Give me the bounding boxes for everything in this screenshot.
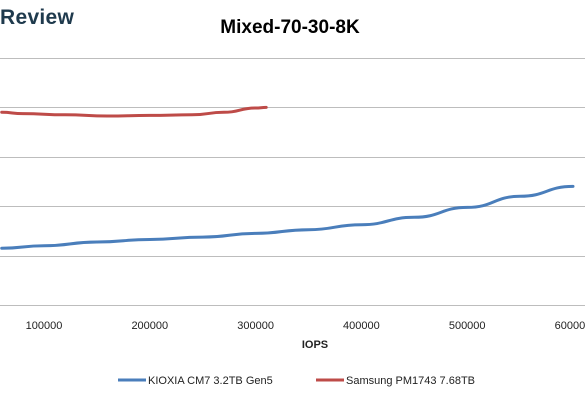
series-line-1 [0,105,268,118]
x-tick-label: 300000 [237,320,274,332]
chart-title: Mixed-70-30-8K [220,17,360,38]
series-lines [0,105,575,250]
series-line-0 [0,184,575,250]
x-tick-label: 400000 [343,320,380,332]
brand-logo-text: Review [0,6,75,29]
legend-label-0: KIOXIA CM7 3.2TB Gen5 [148,375,273,387]
x-tick-label: 500000 [449,320,486,332]
legend: KIOXIA CM7 3.2TB Gen5 Samsung PM1743 7.68… [118,375,475,387]
x-tick-label: 100000 [26,320,63,332]
x-tick-label: 600000 [555,320,585,332]
x-tick-label: 200000 [131,320,168,332]
x-axis-ticks: 100000 200000 300000 400000 500000 600000 [26,320,585,332]
gridlines [0,58,585,306]
x-axis-label: IOPS [302,339,328,351]
legend-label-1: Samsung PM1743 7.68TB [346,375,475,387]
